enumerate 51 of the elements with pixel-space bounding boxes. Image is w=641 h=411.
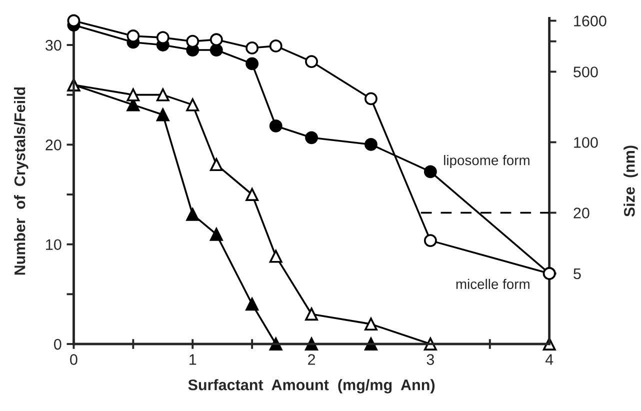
point bbox=[364, 318, 378, 331]
x-tick-label: 4 bbox=[545, 354, 554, 365]
annotation: micelle form bbox=[456, 278, 530, 290]
y2-tick-label: 20 bbox=[574, 208, 590, 218]
point bbox=[210, 158, 223, 172]
point bbox=[424, 165, 437, 178]
y2-tick-label: 1600 bbox=[574, 16, 606, 26]
point bbox=[305, 131, 318, 144]
point bbox=[126, 88, 140, 102]
point bbox=[424, 338, 437, 350]
point bbox=[269, 250, 282, 263]
y2-tick-label: 100 bbox=[574, 137, 598, 148]
point bbox=[305, 308, 318, 321]
point bbox=[156, 108, 170, 122]
y-tick-label: 20 bbox=[46, 140, 62, 150]
point bbox=[156, 31, 170, 44]
y-tick-label: 10 bbox=[46, 239, 62, 250]
point bbox=[269, 338, 282, 350]
point bbox=[186, 98, 200, 112]
point bbox=[364, 92, 378, 106]
point bbox=[186, 208, 200, 221]
point bbox=[156, 88, 170, 102]
point bbox=[210, 228, 223, 241]
x-tick-label: 0 bbox=[70, 354, 78, 365]
y2-tick-label: 500 bbox=[574, 66, 598, 78]
y-axis-title: Number of Crystals/Feild bbox=[14, 87, 28, 275]
point bbox=[305, 338, 318, 350]
point bbox=[246, 188, 259, 201]
y-tick-label: 30 bbox=[46, 40, 62, 51]
point bbox=[126, 30, 140, 42]
point bbox=[269, 39, 282, 52]
x-tick-label: 2 bbox=[308, 354, 316, 365]
y-tick-label: 0 bbox=[54, 338, 62, 350]
x-axis-title: Surfactant Amount (mg/mg Ann) bbox=[188, 379, 435, 394]
point bbox=[210, 44, 223, 56]
point bbox=[305, 55, 318, 68]
point bbox=[210, 33, 223, 46]
y2-axis-title: Size (nm) bbox=[624, 146, 638, 217]
point bbox=[269, 119, 282, 132]
point bbox=[246, 298, 259, 311]
point bbox=[246, 41, 259, 54]
point bbox=[186, 34, 200, 48]
y2-tick-label: 5 bbox=[574, 268, 581, 280]
point bbox=[364, 138, 378, 151]
annotation: liposome form bbox=[444, 155, 530, 168]
point bbox=[67, 14, 80, 28]
x-tick-label: 3 bbox=[426, 354, 434, 365]
point bbox=[424, 234, 437, 248]
point bbox=[246, 57, 259, 70]
x-tick-label: 1 bbox=[190, 354, 196, 365]
point bbox=[364, 338, 378, 350]
